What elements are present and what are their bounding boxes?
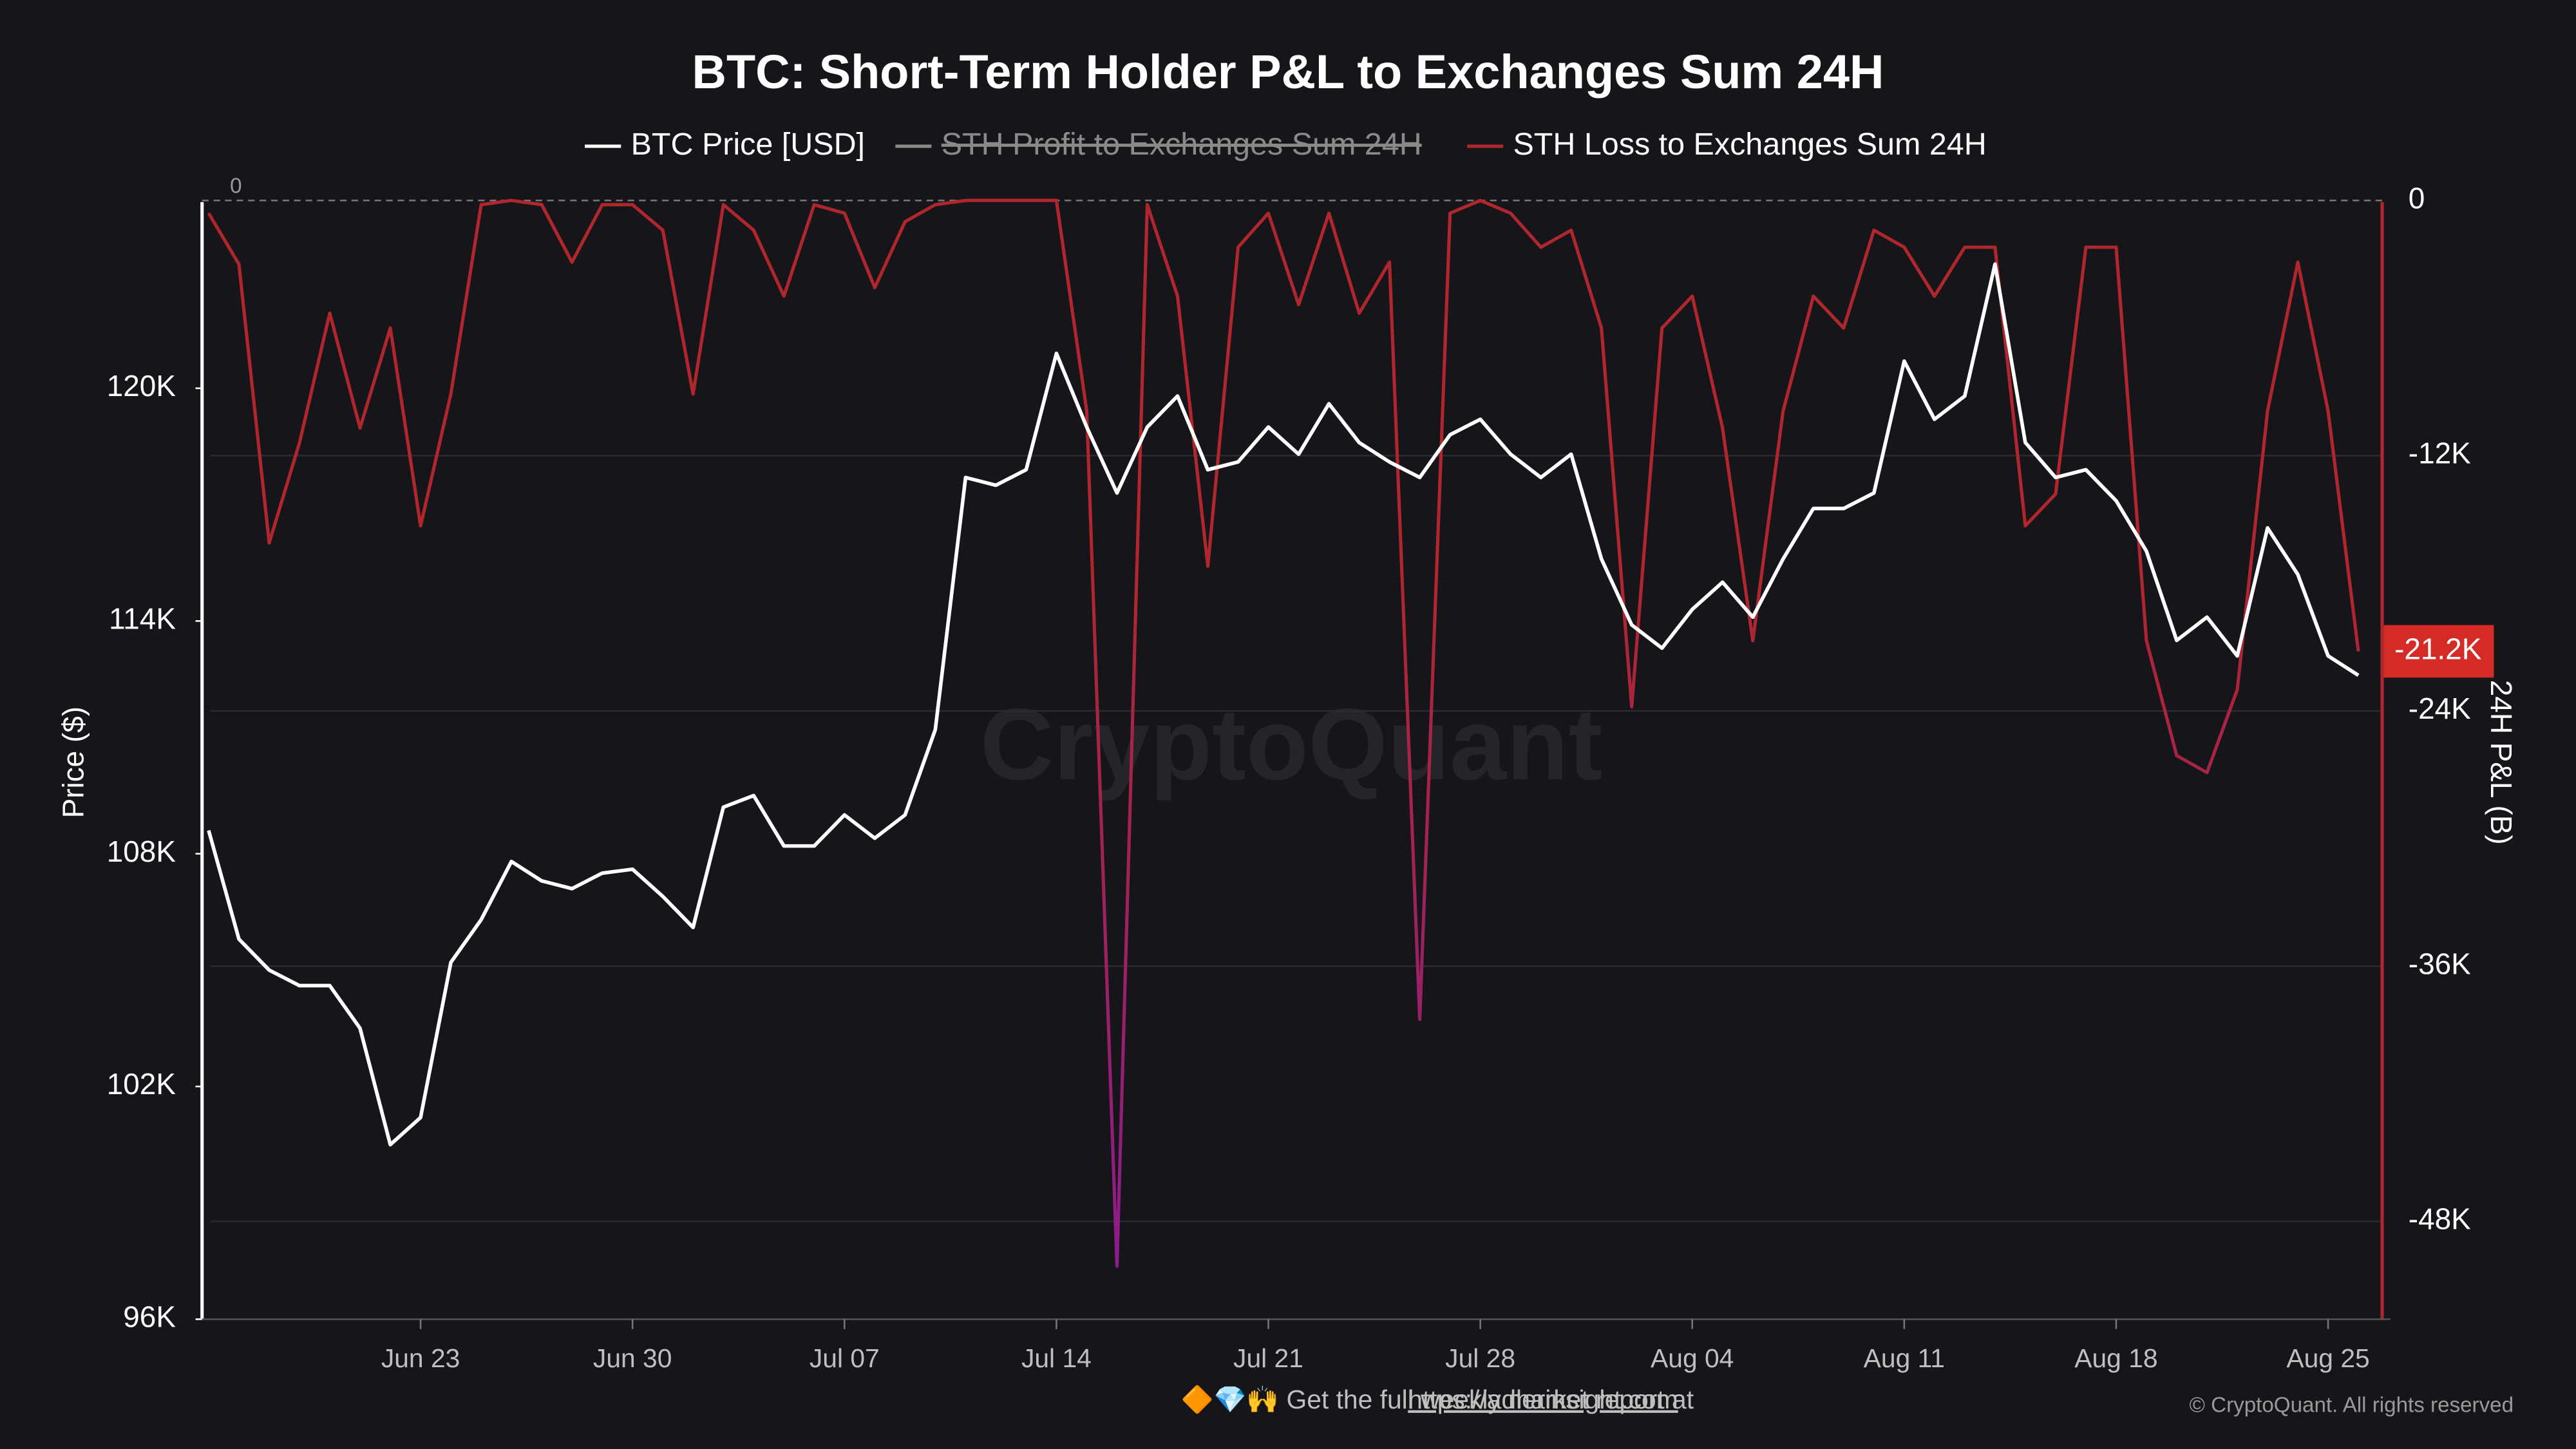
copyright: © CryptoQuant. All rights reserved [2189,1393,2514,1417]
y-tick-label: 102K [107,1067,176,1101]
y-tick-label: 108K [107,835,176,868]
x-tick-label: Aug 18 [2074,1343,2157,1373]
legend-label[interactable]: STH Profit to Exchanges Sum 24H [942,127,1422,162]
y2-tick-label: 0 [2409,181,2425,214]
y2-tick-label: -48K [2409,1202,2471,1236]
x-tick-label: Jul 28 [1445,1343,1515,1373]
x-tick-label: Jul 07 [810,1343,880,1373]
legend-label[interactable]: BTC Price [USD] [631,127,865,162]
x-tick-label: Jul 21 [1233,1343,1303,1373]
y-tick-label: 120K [107,369,176,402]
x-tick-label: Jun 30 [593,1343,672,1373]
y2-tick-label: -24K [2409,692,2471,725]
x-tick-label: Aug 25 [2286,1343,2369,1373]
y2-tick-label: -36K [2409,947,2471,980]
footer-text: 🔶💎🙌 Get the full weekly market report at [1181,1385,1694,1414]
watermark: CryptoQuant [980,687,1602,801]
y-axis-title: Price ($) [56,706,90,818]
x-tick-label: Aug 04 [1651,1343,1734,1373]
y-tick-label: 96K [123,1300,176,1334]
chart-title: BTC: Short-Term Holder P&L to Exchanges … [692,45,1884,99]
x-tick-label: Jun 23 [381,1343,460,1373]
x-tick-label: Jul 14 [1021,1343,1092,1373]
current-value-label: -21.2K [2394,632,2482,666]
price-line [207,262,2360,1147]
footer-link[interactable]: https://adlerinsight.com [1408,1385,1678,1414]
x-tick-label: Aug 11 [1864,1343,1945,1373]
legend-label[interactable]: STH Loss to Exchanges Sum 24H [1513,127,1986,162]
current-value-badge [2383,625,2494,678]
y-tick-label: 114K [109,601,176,635]
y2-tick-label: -12K [2409,437,2471,470]
y2-axis-title: 24H P&L (B) [2485,680,2518,845]
zero-line-label: 0 [230,175,242,198]
